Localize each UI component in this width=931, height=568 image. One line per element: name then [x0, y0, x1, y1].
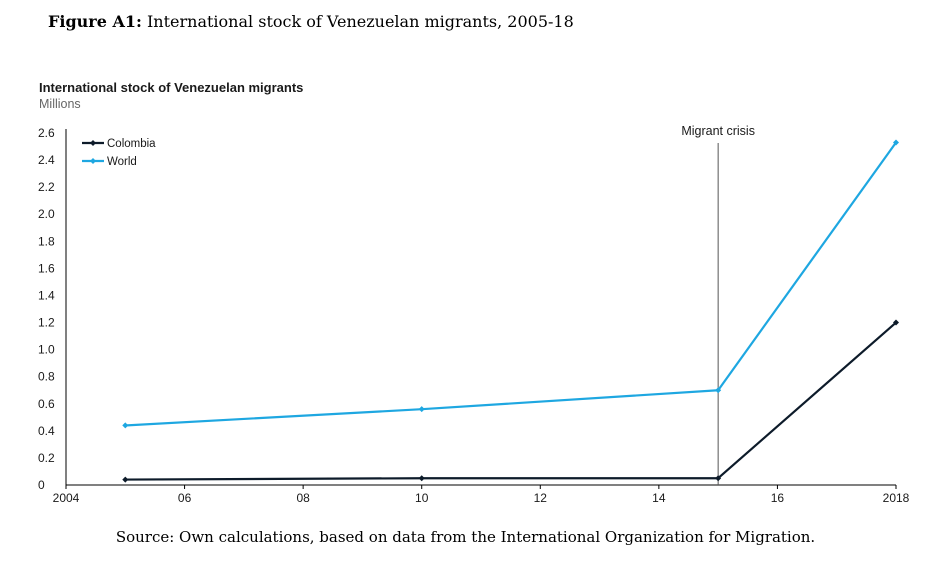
y-tick-label: 1.6: [38, 261, 55, 275]
x-tick-label: 08: [296, 491, 310, 505]
y-tick-label: 2.2: [38, 180, 55, 194]
figure-caption-text: International stock of Venezuelan migran…: [146, 12, 574, 31]
colombia-data-point: [715, 475, 722, 482]
y-tick-label: 0.4: [38, 424, 55, 438]
colombia-data-point: [893, 319, 899, 326]
y-tick-label: 2.6: [38, 126, 55, 140]
chart-subtitle: Millions: [39, 97, 81, 111]
figure-label: Figure A1:: [48, 12, 142, 31]
colombia-data-point: [418, 475, 425, 482]
y-tick-label: 0: [38, 478, 45, 492]
migrant-crisis-label: Migrant crisis: [681, 124, 755, 138]
chart-title: International stock of Venezuelan migran…: [39, 80, 304, 95]
y-tick-label: 1.4: [38, 288, 55, 302]
colombia-data-point: [122, 476, 129, 483]
y-tick-label: 1.2: [38, 316, 55, 330]
y-tick-label: 2.4: [38, 153, 55, 167]
y-tick-label: 0.8: [38, 370, 55, 384]
y-tick-label: 1.0: [38, 343, 55, 357]
world-data-point: [715, 387, 722, 394]
legend-world-marker: [90, 158, 96, 164]
y-tick-label: 0.6: [38, 397, 55, 411]
x-tick-label: 2018: [883, 491, 910, 505]
legend-colombia-label: Colombia: [107, 138, 156, 150]
colombia-series-line: [125, 321, 897, 481]
source-note: Source: Own calculations, based on data …: [115, 528, 816, 546]
world-data-point: [418, 406, 425, 413]
y-tick-label: 1.8: [38, 234, 55, 248]
world-series-line: [125, 141, 897, 427]
x-tick-label: 2004: [53, 491, 80, 505]
world-data-point: [122, 422, 129, 429]
x-tick-label: 12: [534, 491, 548, 505]
world-data-point: [893, 139, 899, 146]
figure-caption: Figure A1: International stock of Venezu…: [48, 12, 574, 31]
x-tick-label: 16: [771, 491, 785, 505]
x-tick-label: 10: [415, 491, 429, 505]
y-tick-label: 0.2: [38, 451, 55, 465]
x-tick-label: 14: [652, 491, 666, 505]
y-tick-label: 2.0: [38, 207, 55, 221]
legend-world-label: World: [107, 156, 137, 168]
x-tick-label: 06: [178, 491, 192, 505]
legend-colombia-marker: [90, 140, 96, 146]
